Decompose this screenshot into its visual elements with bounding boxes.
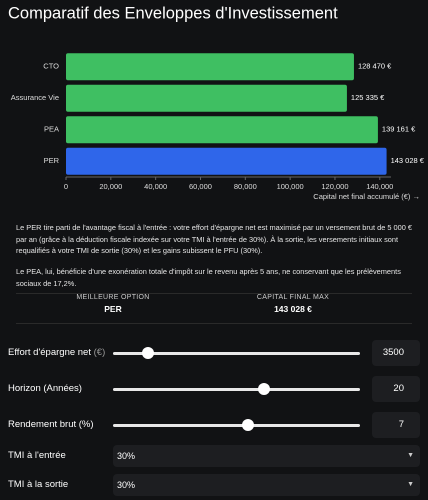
label-text: Rendement brut (%) [8,419,94,430]
summary-max: CAPITAL FINAL MAX 143 028 € [203,294,383,314]
select-row: TMI à la sortie 30% ▼ [0,472,428,498]
number-input[interactable]: 7 [372,412,420,438]
value-label: 139 161 € [382,125,416,134]
value-label: 128 470 € [358,62,392,71]
explanation: Le PER tire parti de l'avantage fiscal à… [16,223,413,255]
slider-row: Effort d'épargne net (€) 3500 [0,340,428,366]
separator [16,293,412,294]
slider-row: Horizon (Années) 20 [0,376,428,402]
value-label: 143 028 € [391,156,425,165]
bar [66,147,387,175]
select-value: 30% [117,451,136,461]
slider-thumb[interactable] [258,383,271,395]
summary-label: MEILLEURE OPTION [76,294,150,301]
number-input[interactable]: 20 [372,376,420,402]
bar [66,116,378,144]
slider-label: Rendement brut (%) [8,419,94,430]
separator [16,323,412,324]
slider-track[interactable] [113,388,360,391]
bar [66,84,347,112]
slider-label: Horizon (Années) [8,383,82,394]
label-unit: (€) [93,347,106,358]
y-tick-label: PER [44,156,60,165]
chevron: ▼ [407,481,414,488]
x-tick-label: 120,000 [321,182,348,191]
y-tick-label: Assurance Vie [11,93,59,102]
bar [66,53,354,81]
slider-label: Effort d'épargne net (€) [8,347,105,358]
slider-track[interactable] [113,352,360,355]
value-label: 125 335 € [351,93,385,102]
chevron: ▼ [407,452,414,459]
explanation: Le PEA, lui, bénéficie d'une exonération… [16,267,401,288]
x-tick-label: 40,000 [144,182,167,191]
summary-value: PER [104,304,122,314]
summary-best: MEILLEURE OPTION PER [23,294,203,314]
x-tick-label: 100,000 [277,182,304,191]
select-label: TMI à l'entrée [8,450,66,461]
number-input[interactable]: 3500 [372,340,420,366]
slider-thumb[interactable] [141,347,154,359]
y-tick-label: PEA [44,125,59,134]
label-text: Horizon (Années) [8,383,82,394]
slider-thumb[interactable] [241,419,254,431]
select[interactable]: 30% ▼ [113,474,420,496]
select-row: TMI à l'entrée 30% ▼ [0,443,428,469]
x-tick-label: 140,000 [366,182,393,191]
slider-row: Rendement brut (%) 7 [0,412,428,438]
select-value: 30% [117,480,136,490]
chart: Comparatif des Enveloppes d'Investisseme… [8,4,425,201]
summary-label: CAPITAL FINAL MAX [256,294,330,301]
page-title: Comparatif des Enveloppes d'Investisseme… [8,4,338,22]
x-tick-label: 60,000 [189,182,212,191]
x-tick-label: 80,000 [234,182,257,191]
x-tick-label: 0 [64,182,68,191]
select-label: TMI à la sortie [8,479,69,490]
label-text: Effort d'épargne net [8,347,91,358]
summary-value: 143 028 € [274,304,312,314]
y-tick-label: CTO [43,62,59,71]
select[interactable]: 30% ▼ [113,445,420,467]
x-tick-label: 20,000 [99,182,122,191]
slider-track[interactable] [113,424,360,427]
x-axis-label: Capital net final accumulé (€) → [313,192,420,201]
